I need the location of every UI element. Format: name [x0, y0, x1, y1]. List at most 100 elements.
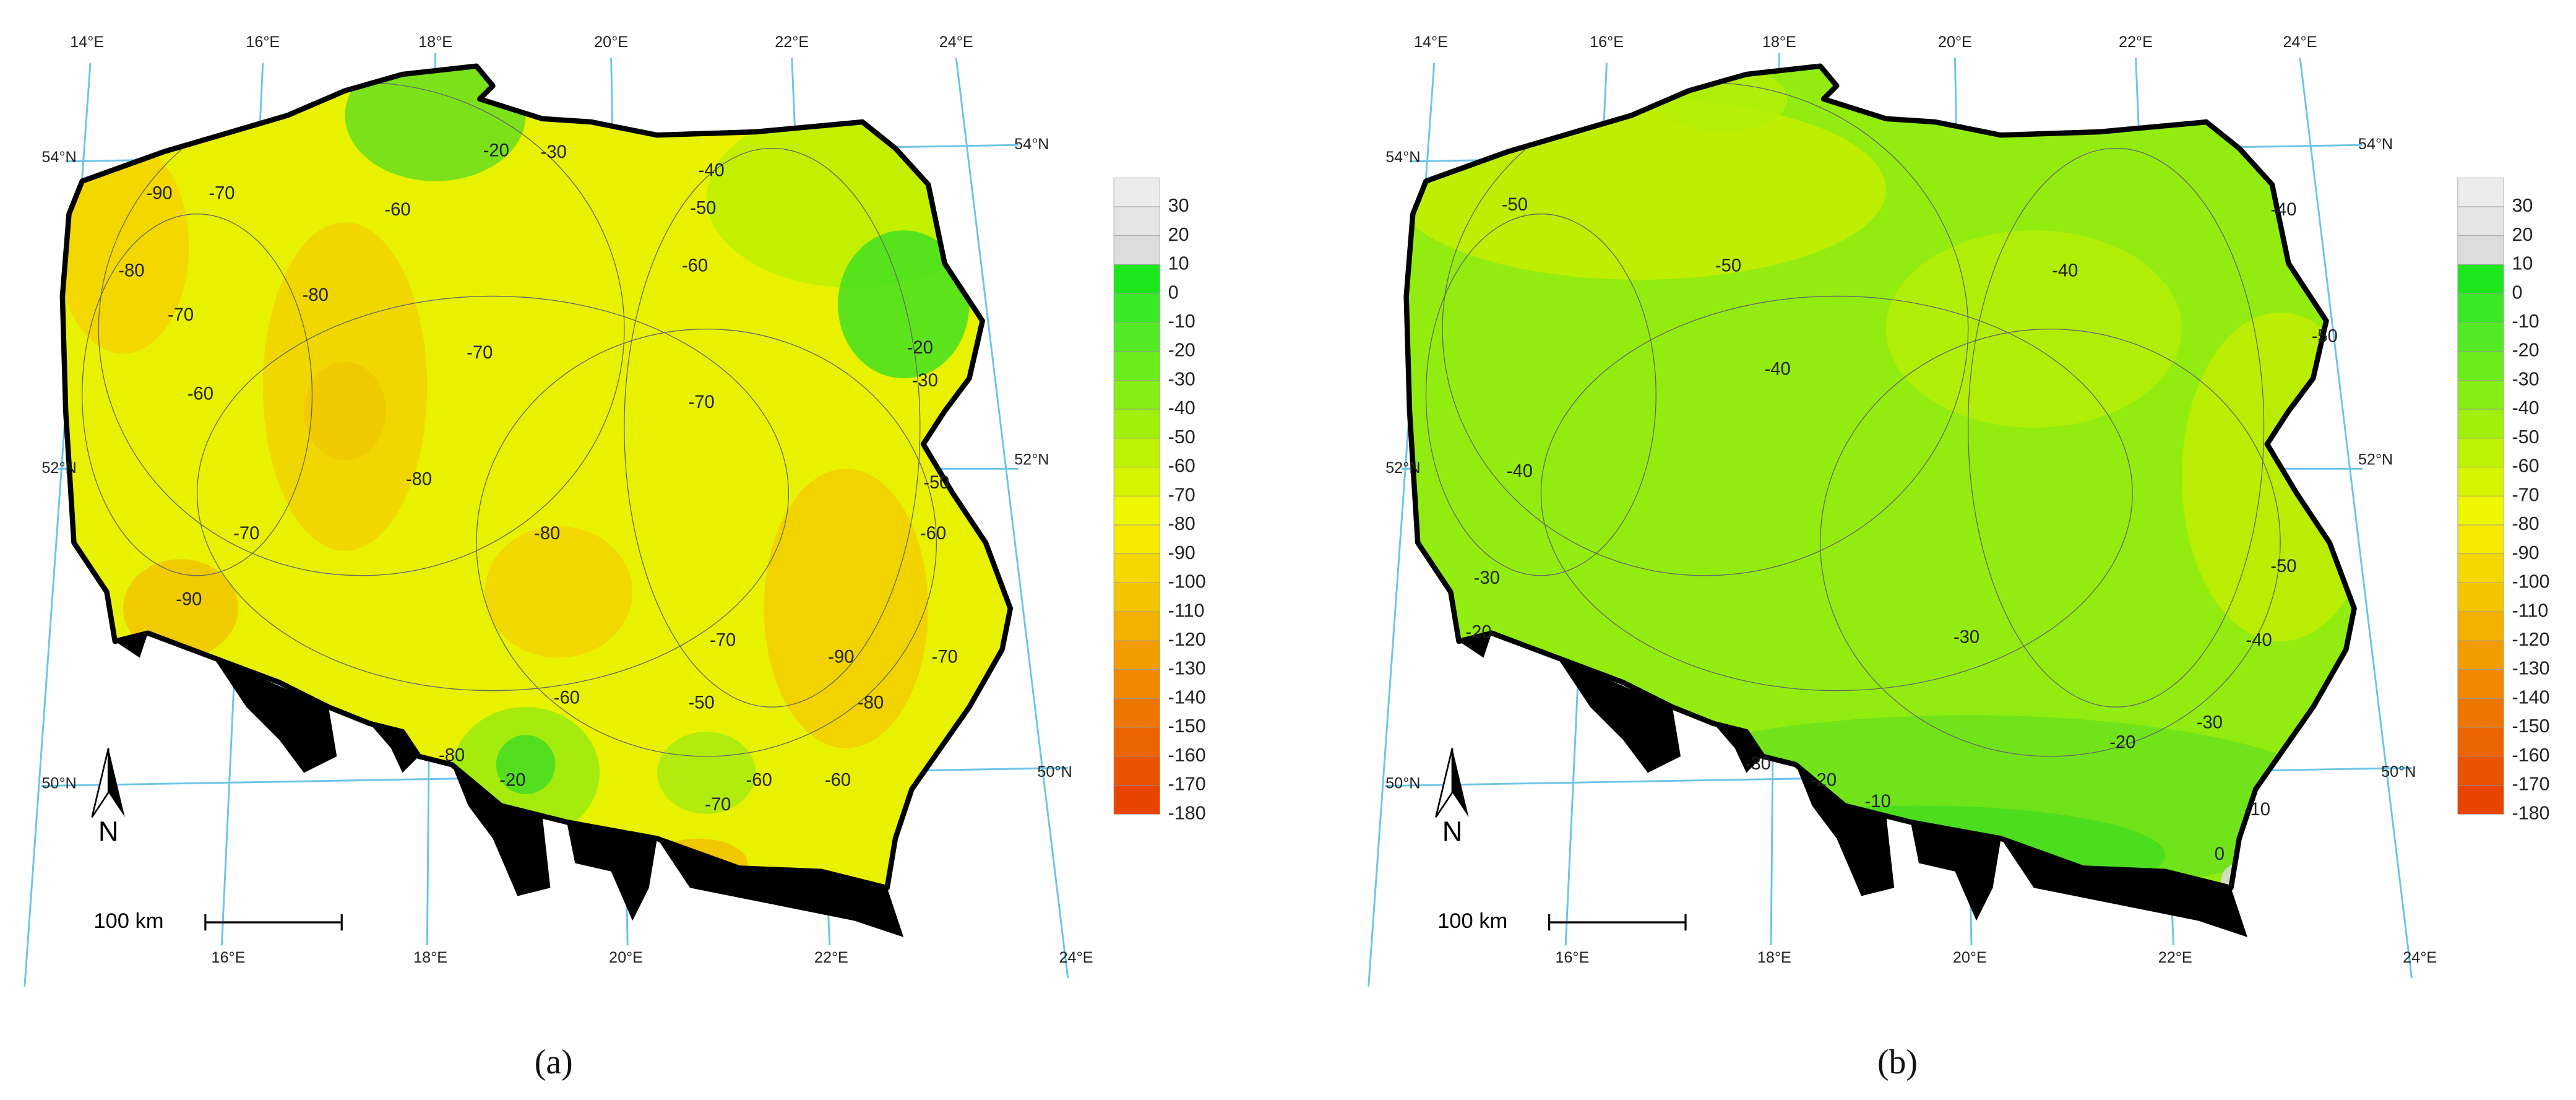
contour-label: -20	[1465, 622, 1491, 642]
contour-label: -70	[710, 631, 736, 651]
legend-tick-label: 30	[1168, 195, 1189, 216]
latitude-label: 52°N	[1014, 451, 1049, 469]
contour-label: -30	[1474, 568, 1500, 588]
legend-tick-label: -150	[2512, 716, 2549, 737]
contour-label: -70	[705, 795, 731, 815]
longitude-label: 20°E	[594, 33, 628, 51]
legend-swatch	[2457, 322, 2504, 352]
longitude-label: 24°E	[2283, 33, 2317, 51]
legend-tick-label: -60	[2512, 456, 2539, 477]
legend-tick-label: 10	[1168, 253, 1189, 274]
scale-bar	[1548, 914, 1687, 931]
legend-swatch	[2457, 553, 2504, 583]
north-arrow	[91, 748, 110, 818]
scale-label: 100 km	[1437, 909, 1507, 933]
value-region	[496, 735, 556, 794]
legend-swatch	[1113, 524, 1160, 555]
legend-swatch	[1113, 582, 1160, 612]
legend-tick-label: -40	[2512, 397, 2539, 418]
longitude-label: 18°E	[418, 33, 452, 51]
contour-label: -40	[1507, 461, 1533, 481]
value-region	[1406, 98, 1886, 280]
legend-swatch	[1113, 293, 1160, 323]
legend-tick-label: -50	[2512, 427, 2539, 448]
legend-tick-label: -160	[2512, 745, 2549, 766]
longitude-label: 16°E	[212, 949, 246, 966]
longitude-label: 16°E	[1555, 949, 1589, 966]
legend-tick-label: -130	[1168, 658, 1206, 679]
longitude-label: 22°E	[2119, 33, 2153, 51]
legend-swatch	[2457, 177, 2504, 207]
legend-tick-label: -180	[1168, 802, 1206, 823]
contour-label: -20	[907, 338, 933, 358]
legend-swatch	[1113, 553, 1160, 583]
legend-swatch	[2457, 351, 2504, 381]
contour-label: -40	[2270, 200, 2296, 220]
contour-label: -50	[2312, 327, 2338, 347]
latitude-label: 50°N	[1385, 775, 1420, 792]
latitude-label: 54°N	[1014, 136, 1049, 153]
legend-swatch	[2457, 206, 2504, 236]
legend-tick-label: -170	[2512, 774, 2549, 795]
legend-tick-label: -110	[1168, 600, 1205, 621]
legend-swatch	[1113, 467, 1160, 496]
scale-label: 100 km	[93, 909, 163, 933]
legend-swatch	[2457, 669, 2504, 699]
contour-label: -80	[303, 285, 329, 305]
legend-tick-label: 20	[1168, 224, 1189, 245]
legend-tick-label: -80	[1168, 513, 1195, 534]
longitude-label: 14°E	[70, 33, 104, 51]
latitude-label: 54°N	[1385, 149, 1420, 166]
legend-swatch	[2457, 524, 2504, 555]
graticule-line	[2299, 58, 2413, 979]
legend-tick-label: -140	[2512, 686, 2549, 708]
legend-tick-label: 30	[2512, 195, 2533, 216]
legend-tick-label: -140	[1168, 686, 1206, 708]
legend-tick-label: -60	[1168, 456, 1195, 477]
legend-swatch	[1113, 698, 1160, 728]
contour-label: -50	[1502, 195, 1528, 215]
contour-label: 0	[2215, 844, 2225, 864]
longitude-label: 24°E	[939, 33, 973, 51]
contour-line	[1540, 295, 2133, 691]
contour-label: -80	[406, 470, 432, 490]
contour-label: -10	[1865, 792, 1891, 812]
legend-swatch	[1113, 264, 1160, 294]
legend-swatch	[2457, 698, 2504, 728]
contour-label: -20	[499, 770, 525, 790]
contour-label: -60	[920, 524, 946, 544]
contour-label: -30	[2197, 712, 2223, 732]
latitude-label: 54°N	[41, 149, 76, 166]
contour-label: -70	[209, 184, 235, 204]
contour-label: -50	[2270, 556, 2296, 576]
legend-swatch	[1113, 640, 1160, 670]
legend-swatch	[2457, 409, 2504, 439]
north-arrow	[1452, 748, 1469, 818]
latitude-label: 52°N	[2358, 451, 2393, 469]
legend-tick-label: -80	[2512, 513, 2539, 534]
legend-tick-label: -130	[2512, 658, 2549, 679]
legend-swatch	[2457, 467, 2504, 496]
contour-line	[196, 295, 790, 691]
legend-swatch	[2457, 611, 2504, 641]
country-border	[59, 63, 1014, 891]
legend-swatch	[1113, 785, 1160, 815]
scale-bar	[204, 914, 343, 931]
contour-line	[476, 328, 937, 757]
legend-swatch	[1113, 206, 1160, 236]
legend-swatch	[2457, 582, 2504, 612]
contour-label: -40	[1765, 360, 1791, 379]
contour-label: -30	[1954, 627, 1979, 647]
legend-tick-label: -30	[2512, 368, 2539, 389]
legend-tick-label: -10	[2512, 311, 2539, 332]
contour-label: -10	[2244, 800, 2270, 820]
value-region	[657, 732, 756, 814]
contour-label: -60	[554, 688, 580, 708]
contour-label: -20	[483, 141, 509, 161]
legend-swatch	[1113, 669, 1160, 699]
longitude-label: 18°E	[413, 949, 447, 966]
legend-swatch	[1113, 235, 1160, 265]
legend-tick-label: -170	[1168, 774, 1206, 795]
value-region	[920, 740, 1010, 872]
